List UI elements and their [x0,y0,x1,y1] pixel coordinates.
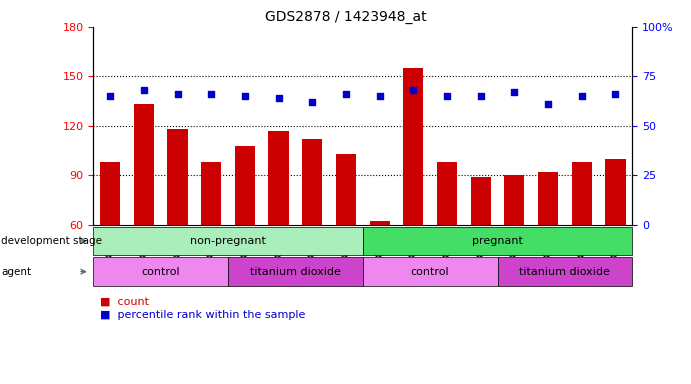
Bar [437,162,457,225]
Point [475,93,486,99]
Bar [336,154,356,225]
Bar [100,162,120,225]
Point [408,87,419,93]
Text: ■  percentile rank within the sample: ■ percentile rank within the sample [100,310,305,320]
Text: titanium dioxide: titanium dioxide [520,266,610,277]
Bar [504,175,524,225]
Point [542,101,553,107]
Point [104,93,115,99]
Point [374,93,385,99]
Point [239,93,250,99]
Bar [370,221,390,225]
Point [273,95,284,101]
Point [206,91,217,97]
Text: non-pregnant: non-pregnant [190,236,266,246]
Bar [471,177,491,225]
Point [610,91,621,97]
Text: control: control [411,266,449,277]
Text: control: control [142,266,180,277]
Text: pregnant: pregnant [472,236,523,246]
Bar [605,159,625,225]
Bar [167,129,188,225]
Bar [201,162,221,225]
Point [307,99,318,105]
Bar [268,131,289,225]
Point [138,87,149,93]
Bar [538,172,558,225]
Bar [302,139,322,225]
Point [442,93,453,99]
Point [576,93,587,99]
Point [172,91,183,97]
Text: development stage: development stage [1,236,102,246]
Point [341,91,352,97]
Text: agent: agent [1,266,32,277]
Bar [571,162,591,225]
Bar [404,68,424,225]
Text: ■  count: ■ count [100,296,149,306]
Text: GDS2878 / 1423948_at: GDS2878 / 1423948_at [265,10,426,23]
Bar [134,104,154,225]
Bar [235,146,255,225]
Point [509,89,520,95]
Text: titanium dioxide: titanium dioxide [250,266,341,277]
